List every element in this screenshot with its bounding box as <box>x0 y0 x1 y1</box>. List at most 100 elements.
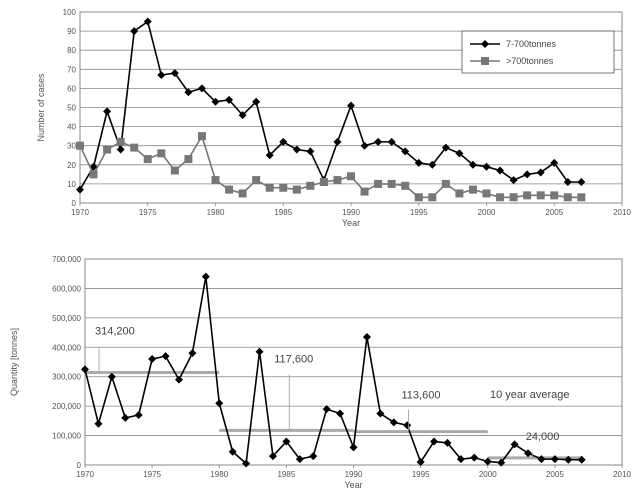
data-point <box>468 160 477 169</box>
data-point <box>170 166 179 175</box>
data-point <box>225 185 234 194</box>
legend-label: >700tonnes <box>506 56 554 66</box>
data-point <box>143 155 152 164</box>
data-point <box>509 176 518 185</box>
data-point <box>455 149 464 158</box>
data-point <box>577 455 586 464</box>
data-point <box>443 438 452 447</box>
data-point <box>188 349 197 358</box>
data-point <box>103 107 112 116</box>
data-point <box>157 71 166 80</box>
y-tick-label: 0 <box>77 461 82 470</box>
data-point <box>387 137 396 146</box>
data-point <box>403 421 412 430</box>
data-point <box>496 166 505 175</box>
y-tick-label: 200,000 <box>52 402 81 411</box>
data-point <box>537 455 546 464</box>
data-point <box>252 176 261 185</box>
x-tick-label: 1990 <box>342 208 360 217</box>
data-point <box>428 193 437 202</box>
chart-quantity: 0 100,000 200,000 300,000 400,000 500,000 600,… <box>9 255 631 490</box>
x-tick-label: 1990 <box>345 470 363 479</box>
legend-box <box>461 30 615 74</box>
data-point <box>225 95 234 104</box>
data-point <box>279 183 288 192</box>
data-point <box>143 17 152 26</box>
data-point <box>483 457 492 466</box>
data-point <box>564 455 573 464</box>
data-point <box>468 185 477 194</box>
data-point <box>509 193 518 202</box>
data-point <box>523 170 532 179</box>
data-point <box>497 458 506 467</box>
y-tick-label: 400,000 <box>52 343 81 352</box>
data-point <box>430 437 439 446</box>
data-point <box>282 437 291 446</box>
data-point <box>201 272 210 281</box>
data-point <box>441 179 450 188</box>
average-note: 10 year average <box>490 389 570 401</box>
y-tick-label: 40 <box>67 123 76 132</box>
data-point <box>360 141 369 150</box>
data-point <box>107 372 116 381</box>
x-tick-label: 2005 <box>546 470 564 479</box>
data-point <box>292 145 301 154</box>
data-point <box>577 193 586 202</box>
data-point <box>130 143 139 152</box>
y-tick-label: 300,000 <box>52 373 81 382</box>
data-point <box>255 347 264 356</box>
data-point <box>563 193 572 202</box>
x-tick-label: 2010 <box>613 470 631 479</box>
y-tick-label: 700,000 <box>52 255 81 264</box>
average-label: 314,200 <box>95 326 135 338</box>
data-point <box>76 185 84 194</box>
data-point <box>252 97 261 106</box>
x-tick-label: 1985 <box>277 470 295 479</box>
x-tick-label: 1995 <box>410 208 428 217</box>
data-point <box>157 149 166 158</box>
data-point <box>238 189 247 198</box>
data-point <box>94 419 103 428</box>
data-point <box>550 191 559 200</box>
data-point <box>121 413 130 422</box>
y-tick-label: 500,000 <box>52 314 81 323</box>
legend-marker <box>481 40 489 48</box>
data-point <box>414 193 423 202</box>
data-point <box>376 409 385 418</box>
data-point <box>401 147 410 156</box>
data-point <box>265 151 274 160</box>
data-point <box>333 176 342 185</box>
data-point <box>387 179 396 188</box>
data-point <box>550 158 559 167</box>
data-point <box>482 162 491 171</box>
legend-label: 7-700tonnes <box>506 39 557 49</box>
x-tick-label: 1975 <box>139 208 157 217</box>
data-point <box>265 183 274 192</box>
data-point <box>89 170 98 179</box>
data-point <box>536 168 545 177</box>
data-point <box>295 455 304 464</box>
y-tick-label: 50 <box>67 104 76 113</box>
data-point <box>309 452 318 461</box>
data-point <box>428 160 437 169</box>
data-point <box>76 141 84 150</box>
y-tick-label: 20 <box>67 161 76 170</box>
data-point <box>360 187 369 196</box>
data-point <box>242 459 251 468</box>
x-tick-label: 1970 <box>76 470 94 479</box>
data-point <box>496 193 505 202</box>
y-tick-label: 100,000 <box>52 432 81 441</box>
average-label: 24,000 <box>526 431 560 443</box>
data-point <box>238 111 247 120</box>
data-point <box>374 137 383 146</box>
data-point <box>134 410 143 419</box>
data-point <box>336 409 345 418</box>
data-point <box>228 447 237 456</box>
x-tick-label: 2000 <box>479 470 497 479</box>
data-point <box>455 189 464 198</box>
x-tick-label: 2010 <box>613 208 631 217</box>
data-point <box>563 177 572 186</box>
x-axis-label: Year <box>344 480 362 490</box>
y-tick-label: 0 <box>72 199 77 208</box>
data-point <box>148 355 157 364</box>
